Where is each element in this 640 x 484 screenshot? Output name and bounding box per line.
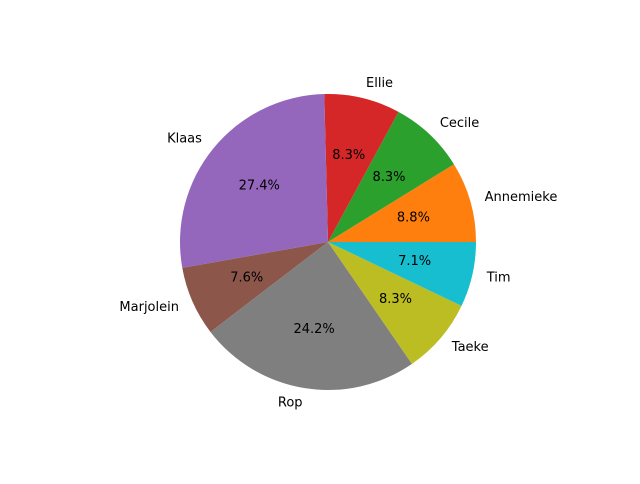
pie-pct-label: 8.3% bbox=[379, 292, 412, 307]
pie-slice-tim bbox=[328, 242, 476, 306]
pie-slice-marjolein bbox=[182, 242, 328, 332]
slices-layer bbox=[180, 94, 476, 391]
pie-pct-label: 7.1% bbox=[398, 254, 431, 269]
pie-pct-label: 24.2% bbox=[293, 322, 334, 337]
pie-pct-label: 8.3% bbox=[372, 170, 405, 185]
pie-category-label: Taeke bbox=[451, 340, 489, 355]
pie-category-label: Annemieke bbox=[485, 190, 558, 205]
pie-category-label: Ellie bbox=[366, 76, 393, 91]
labels-layer: 8.8% Annemieke 8.3% Cecile 8.3% Ellie 27.4% Kla… bbox=[119, 76, 557, 410]
pie-category-label: Marjolein bbox=[119, 300, 179, 315]
pie-category-label: Klaas bbox=[167, 132, 202, 147]
pie-pct-label: 7.6% bbox=[230, 270, 263, 285]
pie-pct-label: 8.3% bbox=[332, 148, 365, 163]
pie-slice-taeke bbox=[328, 242, 462, 364]
pie-slice-cecile bbox=[328, 111, 454, 243]
pie-pct-label: 27.4% bbox=[239, 178, 280, 193]
pie-category-label: Cecile bbox=[440, 116, 479, 131]
pie-slice-annemieke bbox=[328, 164, 476, 242]
pie-pct-label: 8.8% bbox=[397, 210, 430, 225]
pie-category-label: Tim bbox=[486, 271, 511, 286]
pie-slice-rop bbox=[210, 242, 412, 391]
pie-slice-klaas bbox=[180, 94, 328, 268]
pie-slice-ellie bbox=[324, 94, 399, 242]
pie-category-label: Rop bbox=[278, 395, 303, 410]
